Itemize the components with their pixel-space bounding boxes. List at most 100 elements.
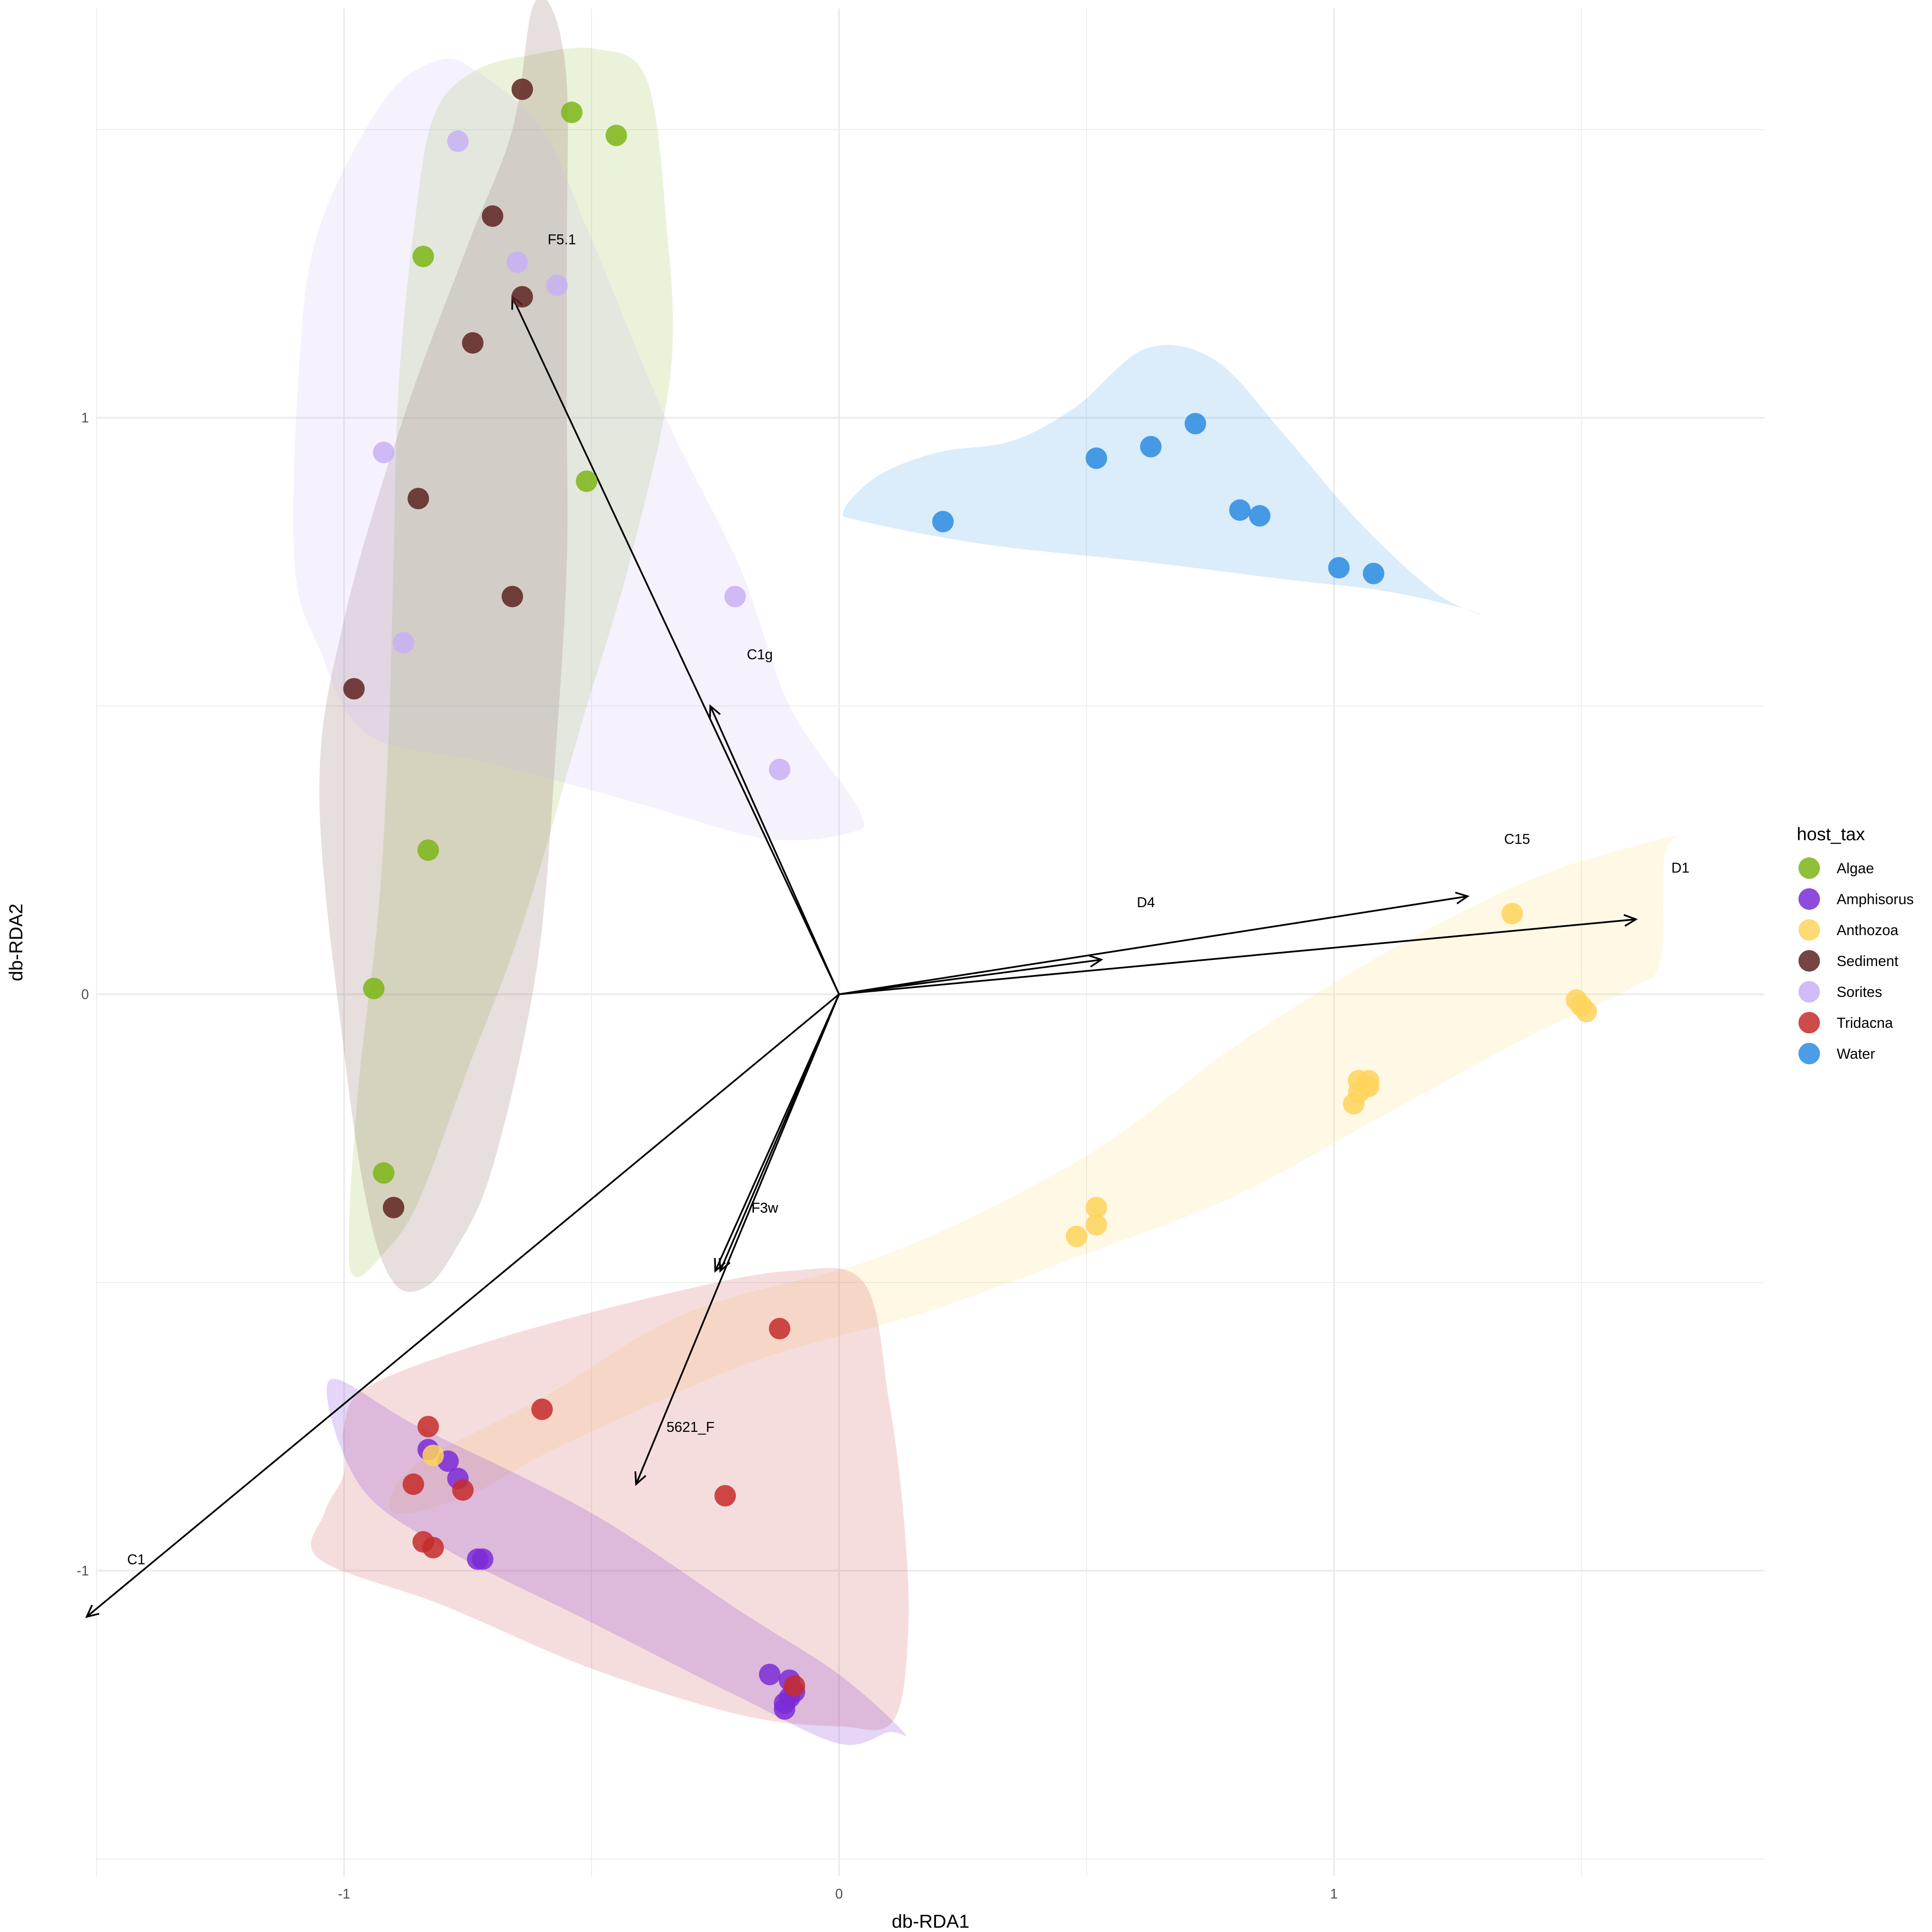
point-water [1249, 505, 1271, 527]
vector-d4-label: D4 [1137, 894, 1155, 910]
x-axis-title: db-RDA1 [892, 1911, 969, 1932]
point-sediment [482, 205, 504, 227]
region-sediment [319, 0, 568, 1292]
point-sorites [506, 251, 528, 273]
point-sorites [392, 632, 414, 653]
point-amphisorus [774, 1698, 796, 1720]
legend-item-amphisorus: Amphisorus [1798, 888, 1914, 910]
point-sorites [546, 274, 568, 296]
point-tridacna [422, 1537, 444, 1558]
vector-5621-f-line [635, 994, 840, 1485]
legend-item-algae: Algae [1798, 857, 1874, 879]
data-points [343, 78, 1597, 1720]
x-tick-label: -1 [338, 1886, 350, 1902]
legend-key [1798, 857, 1820, 879]
y-tick-label: 0 [81, 987, 89, 1002]
vector-d1-head [1623, 914, 1638, 927]
legend-key [1798, 1043, 1820, 1064]
tick-labels: -1 0 1 -1 0 1 [77, 410, 1338, 1902]
legend-label: Water [1837, 1046, 1875, 1062]
point-sediment [511, 286, 533, 308]
vector-d4-head [1089, 954, 1103, 968]
vector-5621-f: 5621_F [634, 994, 840, 1486]
legend-label: Amphisorus [1837, 891, 1914, 908]
vector-c15-label: C15 [1504, 831, 1530, 847]
legend-label: Tridacna [1837, 1015, 1893, 1031]
point-sorites [373, 441, 395, 463]
vector-c1g-label: C1g [747, 647, 773, 662]
y-tick-label: -1 [77, 1563, 89, 1578]
vector-f3w-label: F3w [751, 1200, 778, 1216]
vector-f3w-label: F3w [751, 1200, 778, 1216]
point-tridacna [784, 1675, 805, 1697]
legend-key [1798, 1012, 1820, 1033]
point-water [1328, 557, 1350, 579]
region-sorites [293, 58, 864, 841]
vector-d4: D4 [838, 894, 1155, 995]
point-algae [417, 839, 439, 861]
legend-key [1798, 981, 1820, 1002]
series-tridacna [402, 1318, 805, 1697]
point-tridacna [769, 1318, 790, 1340]
region-tridacna [311, 1268, 909, 1730]
point-sorites [724, 586, 746, 608]
legend-label: Sorites [1837, 984, 1882, 1000]
series-sediment [343, 78, 533, 1218]
point-algae [373, 1162, 395, 1184]
x-tick-label: 0 [835, 1886, 843, 1902]
point-sediment [407, 488, 429, 510]
legend-item-tridacna: Tridacna [1798, 1012, 1893, 1033]
point-water [932, 510, 954, 532]
vector-c1: C1 [85, 993, 840, 1618]
vector-5621-f-head [634, 1471, 647, 1486]
legend-label: Algae [1837, 860, 1874, 877]
series-algae [363, 101, 627, 1184]
region-amphisorus [326, 1379, 906, 1745]
legend-key [1798, 950, 1820, 972]
vector-c1g-head [709, 704, 721, 719]
point-algae [412, 246, 434, 267]
point-sediment [343, 678, 365, 700]
point-sediment [511, 78, 533, 100]
point-anthozoa [1066, 1225, 1088, 1247]
point-anthozoa [1575, 1001, 1597, 1023]
point-anthozoa [1085, 1197, 1107, 1218]
point-tridacna [402, 1473, 424, 1495]
vector-5621-f-label: 5621_F [666, 1419, 714, 1435]
region-algae [349, 48, 673, 1278]
legend-key [1798, 888, 1820, 910]
point-algae [605, 125, 627, 146]
point-tridacna [417, 1416, 439, 1437]
vector-c15-head [1455, 891, 1470, 905]
point-water [1085, 447, 1107, 469]
legend-item-anthozoa: Anthozoa [1798, 919, 1899, 941]
vector-c1-line [86, 993, 840, 1618]
legend-key [1798, 919, 1820, 941]
vector-d1: D1 [839, 860, 1689, 995]
legend-label: Anthozoa [1837, 922, 1899, 939]
point-algae [561, 101, 583, 123]
vector-f5-1-label: F5.1 [548, 231, 576, 247]
legend-item-sorites: Sorites [1798, 981, 1882, 1002]
vector-d4-line [838, 959, 1102, 995]
point-water [1363, 562, 1385, 584]
legend: host_tax Algae Amphisorus Anthozoa Sediment… [1797, 824, 1914, 1064]
legend-item-water: Water [1798, 1043, 1875, 1064]
y-axis-title: db-RDA2 [6, 904, 27, 981]
point-sediment [383, 1197, 404, 1218]
point-tridacna [714, 1485, 736, 1507]
legend-title: host_tax [1797, 824, 1865, 844]
point-anthozoa [1085, 1214, 1107, 1236]
point-sorites [447, 130, 469, 152]
vector-c15-line [838, 895, 1468, 995]
group-regions [293, 0, 1696, 1745]
region-anthozoa [389, 832, 1696, 1514]
point-anthozoa [422, 1444, 444, 1466]
point-anthozoa [1348, 1070, 1370, 1092]
point-algae [576, 470, 598, 492]
vector-c15: C15 [838, 831, 1530, 995]
vector-c1-head [85, 1604, 100, 1618]
point-water [1185, 413, 1206, 434]
point-sediment [501, 586, 523, 608]
vector-c1g-line [709, 705, 840, 995]
